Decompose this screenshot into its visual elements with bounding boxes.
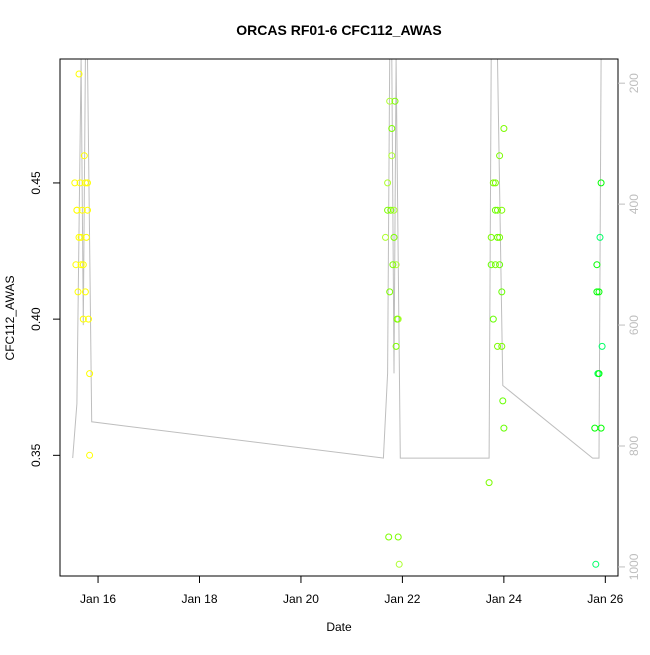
data-point bbox=[81, 179, 89, 187]
data-point bbox=[500, 125, 508, 132]
data-point bbox=[499, 397, 507, 405]
x-axis: Jan 16 Jan 18 Jan 20 Jan 22 Jan 24 Jan 26 bbox=[80, 576, 624, 606]
data-point bbox=[80, 152, 88, 160]
data-point bbox=[72, 261, 80, 269]
x-tick-label: Jan 20 bbox=[283, 592, 319, 606]
data-point bbox=[387, 206, 395, 214]
data-point bbox=[84, 206, 91, 214]
plot-frame bbox=[59, 58, 619, 577]
data-point bbox=[384, 206, 392, 214]
data-point bbox=[81, 288, 89, 296]
data-point bbox=[494, 233, 501, 241]
data-point bbox=[598, 342, 606, 350]
y-tick-label: 0.45 bbox=[29, 171, 43, 195]
data-point bbox=[491, 261, 499, 269]
data-point bbox=[494, 206, 501, 214]
data-point bbox=[386, 97, 394, 105]
data-point bbox=[77, 261, 85, 269]
data-point bbox=[595, 370, 603, 378]
data-point bbox=[498, 206, 506, 214]
data-point bbox=[487, 261, 495, 269]
data-point bbox=[391, 97, 399, 105]
data-point bbox=[392, 261, 400, 269]
pressure-line bbox=[72, 58, 602, 459]
data-point bbox=[86, 370, 94, 378]
data-point bbox=[85, 315, 92, 323]
right-tick-label: 600 bbox=[627, 315, 641, 335]
data-point bbox=[84, 179, 91, 187]
data-point bbox=[394, 533, 402, 541]
data-point bbox=[76, 179, 84, 187]
y-axis: 0.35 0.40 0.45 bbox=[29, 171, 60, 467]
right-tick-label: 1000 bbox=[627, 553, 641, 580]
x-axis-label: Date bbox=[326, 620, 352, 634]
x-tick-label: Jan 24 bbox=[486, 592, 522, 606]
data-point bbox=[384, 179, 392, 187]
x-tick-label: Jan 18 bbox=[181, 592, 217, 606]
x-tick-label: Jan 16 bbox=[80, 592, 116, 606]
data-point bbox=[485, 479, 493, 487]
data-point bbox=[592, 560, 600, 568]
right-tick-label: 800 bbox=[627, 436, 641, 456]
data-point bbox=[79, 261, 87, 269]
data-point bbox=[74, 288, 82, 296]
data-point bbox=[489, 315, 497, 323]
right-tick-label: 200 bbox=[627, 73, 641, 93]
data-point bbox=[491, 179, 499, 187]
data-point bbox=[390, 233, 398, 241]
x-tick-label: Jan 22 bbox=[384, 592, 420, 606]
y-tick-label: 0.35 bbox=[29, 443, 43, 467]
data-point bbox=[597, 424, 605, 432]
data-point bbox=[388, 152, 396, 160]
data-point bbox=[79, 315, 87, 323]
data-point bbox=[496, 233, 504, 241]
data-point bbox=[388, 125, 396, 132]
data-point bbox=[496, 152, 504, 160]
data-point bbox=[494, 342, 501, 350]
data-point bbox=[78, 206, 86, 214]
data-point bbox=[498, 342, 506, 350]
data-point bbox=[392, 342, 400, 350]
data-point bbox=[595, 288, 603, 296]
data-point bbox=[73, 206, 81, 214]
data-point bbox=[500, 424, 508, 432]
data-point bbox=[496, 261, 504, 269]
y-tick-label: 0.40 bbox=[29, 307, 43, 331]
data-point bbox=[597, 179, 605, 187]
right-tick-label: 400 bbox=[627, 194, 641, 214]
chart-title: ORCAS RF01-6 CFC112_AWAS bbox=[236, 22, 441, 38]
data-point bbox=[86, 451, 94, 459]
data-point bbox=[489, 179, 497, 187]
pressure-line-layer bbox=[72, 58, 602, 459]
data-point bbox=[82, 233, 90, 241]
y-axis-label: CFC112_AWAS bbox=[3, 276, 17, 361]
x-tick-label: Jan 26 bbox=[587, 592, 623, 606]
data-point bbox=[593, 288, 601, 296]
data-point bbox=[77, 233, 85, 241]
data-points-layer bbox=[71, 70, 606, 568]
data-point bbox=[498, 288, 506, 296]
y-axis-right: 200 400 600 800 1000 bbox=[618, 73, 641, 580]
data-point bbox=[389, 261, 397, 269]
data-point bbox=[395, 560, 403, 568]
data-point bbox=[386, 288, 394, 296]
data-point bbox=[75, 70, 83, 78]
data-point bbox=[385, 533, 393, 541]
data-point bbox=[596, 233, 604, 241]
data-point bbox=[393, 315, 401, 323]
data-point bbox=[382, 233, 389, 241]
data-point bbox=[71, 179, 79, 187]
data-point bbox=[593, 261, 601, 269]
data-point bbox=[75, 233, 83, 241]
